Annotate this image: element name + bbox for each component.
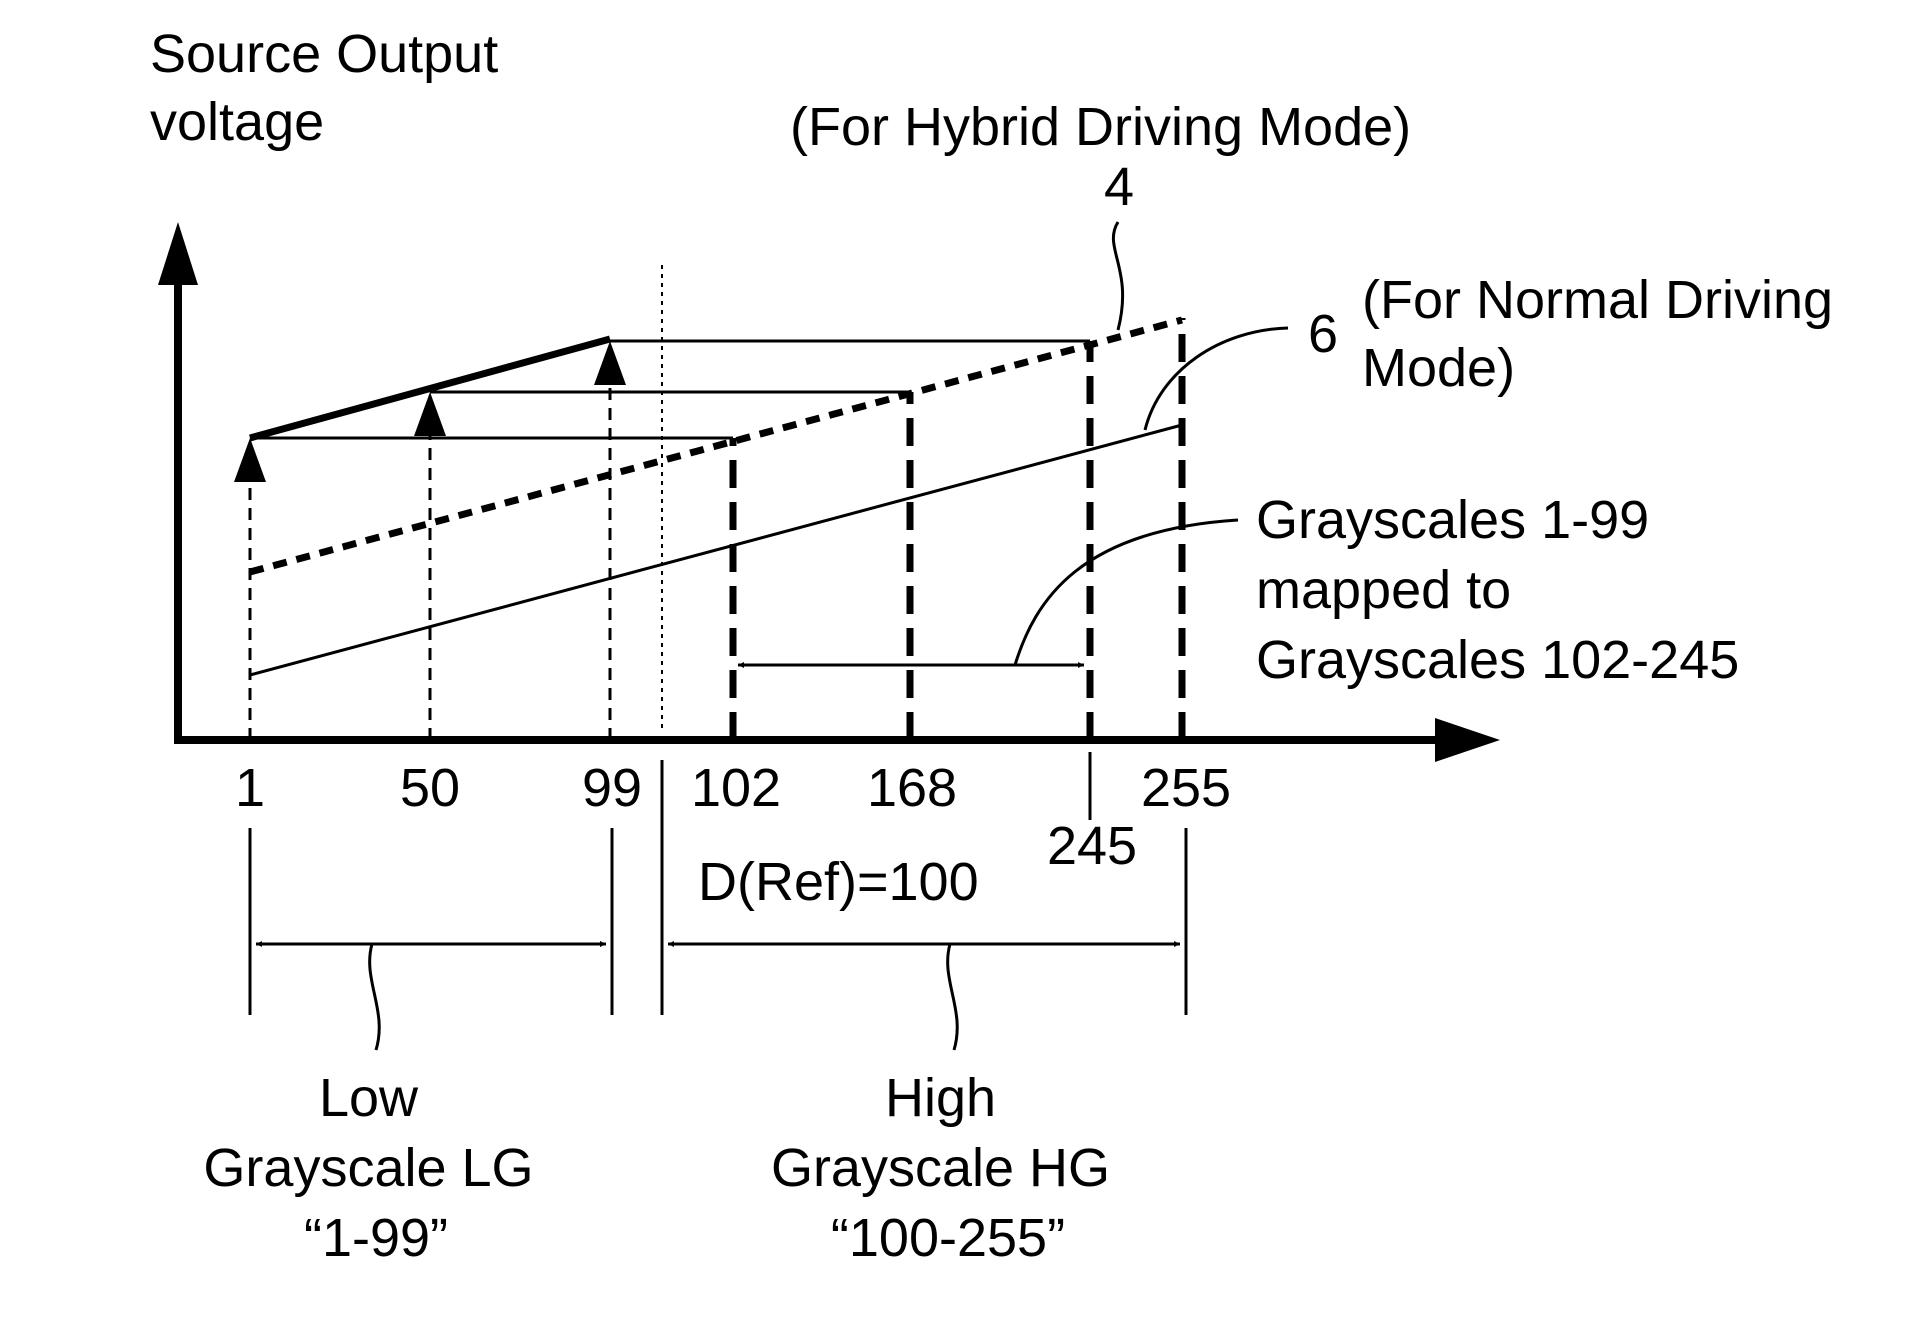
range-extension-lines bbox=[248, 828, 1188, 1015]
y-axis-arrowhead bbox=[158, 222, 198, 285]
arrowhead-50 bbox=[414, 392, 446, 436]
arrowhead-1 bbox=[234, 438, 266, 482]
low-verticals bbox=[248, 381, 612, 740]
tick-50: 50 bbox=[400, 758, 460, 818]
hybrid-mode-label: (For Hybrid Driving Mode) bbox=[790, 97, 1411, 157]
mapping-note-leader bbox=[1013, 518, 1239, 666]
tick-99: 99 bbox=[582, 758, 642, 818]
tick-labels: 1 50 99 102 168 255 245 bbox=[235, 758, 1231, 876]
normal-ref-number: 6 bbox=[1308, 304, 1338, 364]
low-group-label: Low Grayscale LG “1-99” bbox=[203, 1068, 548, 1268]
high-group-label: High Grayscale HG “100-255” bbox=[771, 1068, 1125, 1268]
mapping-note: Grayscales 1-99 mapped to Grayscales 102… bbox=[1256, 490, 1739, 690]
axes bbox=[158, 222, 1500, 762]
tick-245: 245 bbox=[1047, 816, 1137, 876]
hybrid-mode-line bbox=[249, 316, 1183, 576]
arrowhead-99 bbox=[594, 341, 626, 385]
normal-mode-label: (For Normal Driving Mode) bbox=[1362, 270, 1848, 398]
low-arrowheads bbox=[234, 341, 626, 482]
d-ref-label: D(Ref)=100 bbox=[698, 852, 979, 912]
y-axis-label: Source Output voltage bbox=[150, 24, 513, 152]
high-verticals bbox=[729, 318, 1186, 740]
tick-168: 168 bbox=[867, 758, 957, 818]
x-axis-arrowhead bbox=[1435, 718, 1500, 762]
tick-255: 255 bbox=[1141, 758, 1231, 818]
low-group-leader bbox=[368, 943, 381, 1051]
hybrid-ref-number: 4 bbox=[1104, 157, 1134, 217]
mapping-lines bbox=[250, 339, 1090, 440]
normal-mode-line bbox=[249, 423, 1183, 677]
normal-ref-leader bbox=[1143, 326, 1289, 431]
hybrid-ref-leader bbox=[1112, 221, 1124, 331]
high-group-leader bbox=[946, 943, 959, 1051]
low-grayscale-mapped-line bbox=[249, 335, 611, 442]
tick-1: 1 bbox=[235, 758, 265, 818]
tick-102: 102 bbox=[691, 758, 781, 818]
